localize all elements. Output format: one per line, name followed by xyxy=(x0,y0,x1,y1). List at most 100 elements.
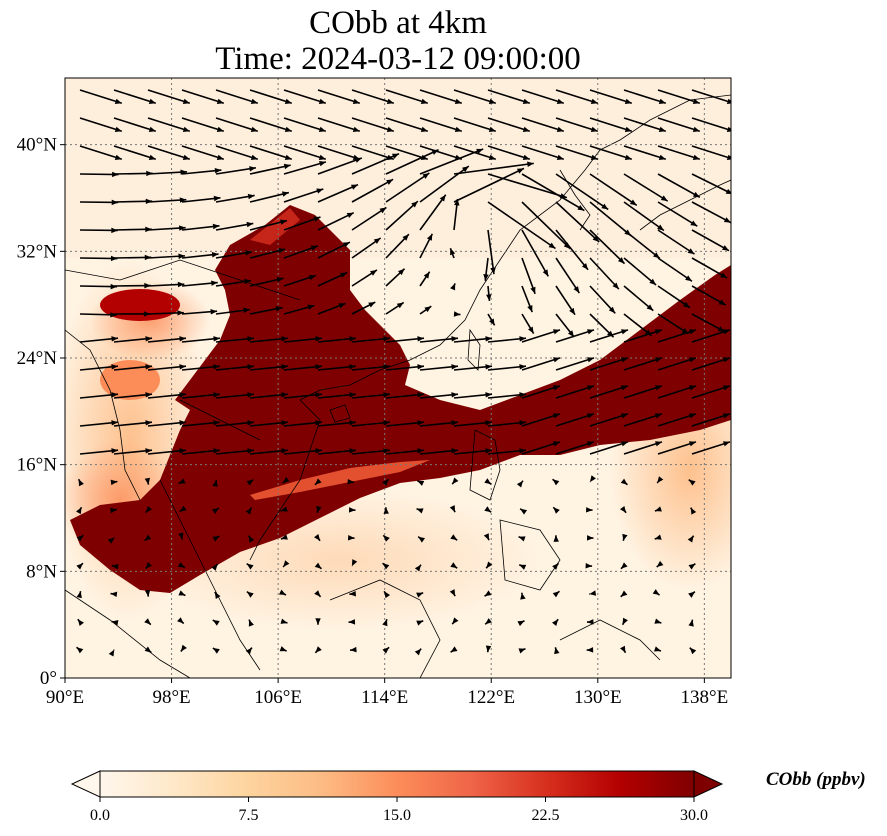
wind-vector xyxy=(450,283,456,291)
wind-vector xyxy=(453,392,493,399)
wind-vector xyxy=(178,478,186,485)
wind-vector xyxy=(552,562,560,570)
wind-vector xyxy=(450,562,458,569)
wind-vector xyxy=(283,145,327,161)
wind-vector xyxy=(416,591,424,598)
wind-vector xyxy=(483,257,489,281)
wind-vector xyxy=(211,563,219,571)
wind-vector xyxy=(113,420,153,427)
wind-vector xyxy=(555,117,599,133)
wind-vector xyxy=(623,329,663,343)
wind-vector xyxy=(554,647,560,655)
wind-vector xyxy=(419,448,459,455)
wind-vector xyxy=(623,285,654,312)
wind-vector xyxy=(349,646,357,653)
wind-vector xyxy=(147,336,187,343)
wind-vector xyxy=(245,507,253,515)
lat-tick-label: 8°N xyxy=(26,561,57,582)
wind-vector xyxy=(552,478,560,486)
wind-vector xyxy=(76,562,84,570)
wind-vector xyxy=(317,364,357,371)
wind-vector xyxy=(521,285,533,313)
wind-vector xyxy=(144,646,152,654)
wind-vector xyxy=(113,336,153,343)
wind-vector xyxy=(657,357,697,371)
wind-vector xyxy=(351,89,395,105)
wind-vector xyxy=(552,506,560,514)
wind-vector xyxy=(521,257,536,295)
wind-vector xyxy=(147,117,191,133)
lon-tick-label: 122°E xyxy=(467,687,515,708)
wind-vector xyxy=(589,229,626,265)
wind-vector xyxy=(385,301,405,315)
wind-vector xyxy=(249,420,289,427)
wind-vector xyxy=(385,149,439,175)
wind-vector xyxy=(315,618,321,625)
coast-hainan xyxy=(329,404,351,423)
wind-vector xyxy=(145,505,153,514)
wind-vector xyxy=(147,420,187,427)
wind-vector xyxy=(79,145,123,161)
wind-vector xyxy=(555,329,595,343)
co-plume-main xyxy=(70,205,731,593)
wind-vector xyxy=(351,153,400,175)
wind-vector xyxy=(179,505,187,513)
wind-vector xyxy=(79,448,119,455)
wind-vector xyxy=(249,392,289,399)
wind-vector xyxy=(623,201,665,232)
wind-vector xyxy=(419,336,459,343)
wind-vector xyxy=(419,117,463,133)
wind-vector xyxy=(385,392,425,399)
wind-vector xyxy=(144,618,152,626)
wind-vector xyxy=(487,313,496,326)
colorbar-extend-min xyxy=(70,770,101,798)
wind-vector xyxy=(487,392,527,399)
wind-vector xyxy=(487,89,531,105)
wind-vector xyxy=(249,219,288,231)
colorbar-tick-label: 7.5 xyxy=(239,807,259,824)
wind-vector xyxy=(113,117,157,133)
wind-vector xyxy=(349,591,356,597)
wind-vector xyxy=(623,229,661,260)
colorbar-extend-max xyxy=(693,770,724,798)
wind-vector xyxy=(382,646,390,654)
wind-vector xyxy=(555,357,595,371)
wind-vector xyxy=(520,592,526,600)
wind-vector xyxy=(108,649,115,657)
wind-vector xyxy=(246,591,254,598)
wind-vector xyxy=(317,241,351,259)
wind-vector xyxy=(521,413,561,427)
wind-vector xyxy=(691,89,731,104)
wind-vector xyxy=(147,225,186,231)
wind-vector xyxy=(487,364,527,371)
wind-vector xyxy=(585,507,593,513)
wind-vector xyxy=(518,648,526,654)
wind-vector xyxy=(620,478,628,486)
wind-vector xyxy=(177,617,185,625)
wind-vector xyxy=(76,534,84,542)
wind-vector xyxy=(419,148,484,175)
wind-vector xyxy=(555,413,595,427)
gridlines xyxy=(65,78,731,678)
wind-vector xyxy=(521,441,561,455)
wind-vector xyxy=(351,559,358,567)
coast-new-guinea xyxy=(559,619,661,661)
wind-vector xyxy=(657,173,701,199)
wind-vector xyxy=(215,166,257,175)
wind-vector xyxy=(181,145,225,161)
wind-vector xyxy=(147,448,187,455)
wind-vector xyxy=(215,392,255,399)
wind-vector xyxy=(453,448,493,455)
wind-vector xyxy=(453,364,493,371)
wind-vector xyxy=(248,535,255,543)
wind-vector xyxy=(382,534,390,542)
lon-tick-label: 90°E xyxy=(46,687,84,708)
wind-vector xyxy=(518,564,527,570)
lon-tick-label: 114°E xyxy=(361,687,408,708)
wind-vector xyxy=(691,173,731,195)
wind-vector xyxy=(623,257,657,286)
wind-vector xyxy=(279,589,287,596)
wind-vector xyxy=(416,479,425,486)
wind-vector xyxy=(314,533,321,542)
wind-vector xyxy=(653,646,662,652)
